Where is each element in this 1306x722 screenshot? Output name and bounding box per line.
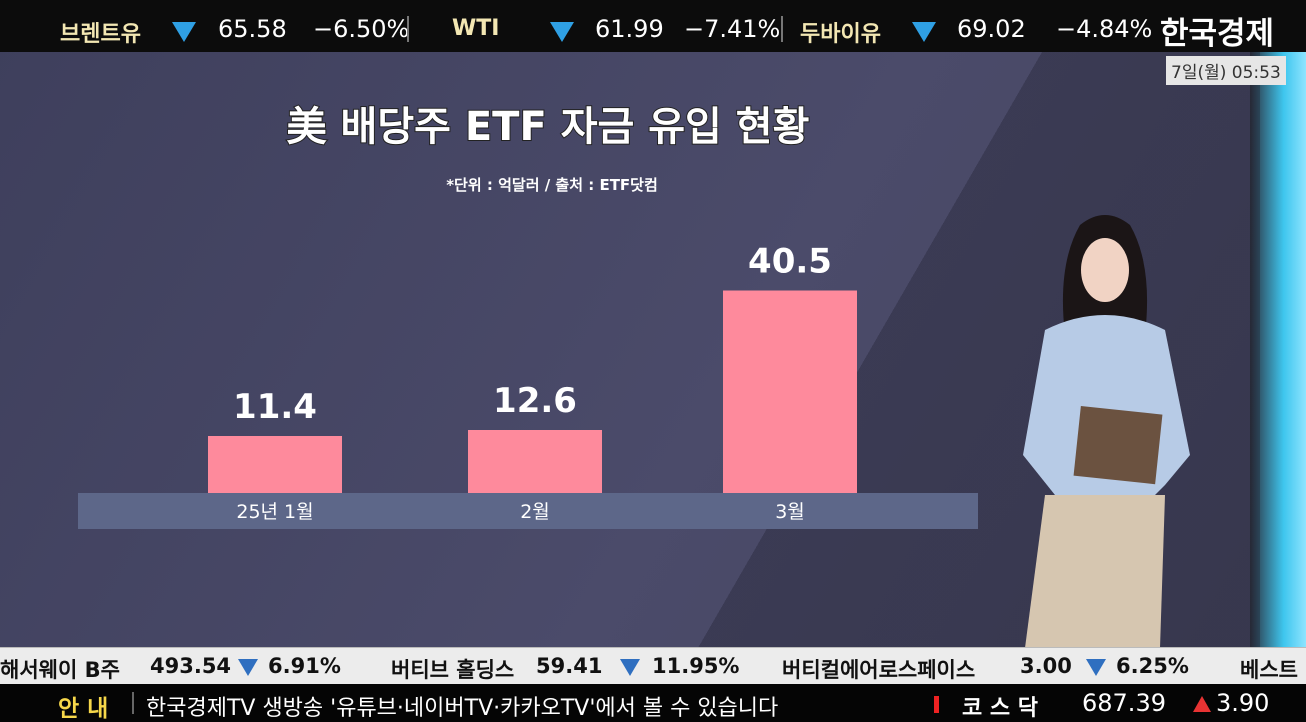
stock-price: 59.41 [536, 654, 603, 678]
down-arrow [620, 659, 640, 676]
notice-label: 안 내 [58, 696, 109, 722]
category-strip [78, 493, 978, 529]
ticker-change: −7.41% [684, 15, 781, 43]
ticker-name: WTI [452, 16, 500, 41]
stock-name: 베스트 [1240, 658, 1298, 682]
index-marker [934, 696, 939, 713]
separator [407, 16, 409, 42]
index-name: 코 스 닥 [962, 696, 1039, 721]
index-change: 3.90 [1216, 689, 1270, 717]
stock-change: 6.91% [268, 654, 341, 678]
top-ticker: 브렌트유 65.58 −6.50% WTI 61.99 −7.41% 두바이유 … [0, 0, 1306, 52]
down-arrow [550, 22, 574, 42]
stock-name: 해서웨이 B주 [0, 658, 120, 682]
value-label: 11.4 [233, 387, 317, 427]
stock-name: 버티브 홀딩스 [391, 658, 515, 682]
ticker-price: 65.58 [218, 15, 287, 43]
separator [781, 16, 783, 42]
separator [132, 692, 134, 714]
datetime: 7일(월) 05:53 [1166, 56, 1286, 85]
bar [723, 290, 857, 493]
bottom-ticker: 해서웨이 B주 493.54 6.91% 버티브 홀딩스 59.41 11.95… [0, 647, 1306, 685]
bar [208, 436, 342, 493]
ticker-price: 61.99 [595, 15, 664, 43]
ticker-name: 브렌트유 [60, 22, 141, 47]
stock-change: 6.25% [1116, 654, 1189, 678]
news-bar: 안 내 한국경제TV 생방송 '유튜브·네이버TV·카카오TV'에서 볼 수 있… [0, 684, 1306, 722]
chart: 美 배당주 ETF 자금 유입 현황 *단위 : 억달러 / 출처 : ETF닷… [78, 103, 978, 529]
category-label: 3월 [775, 501, 805, 523]
ticker-change: −4.84% [1056, 15, 1153, 43]
stock-price: 3.00 [1020, 654, 1072, 678]
studio-screen-edge [1250, 52, 1306, 648]
ticker-price: 69.02 [957, 15, 1026, 43]
chart-title: 美 배당주 ETF 자금 유입 현황 [287, 104, 810, 150]
bar [468, 430, 602, 493]
news-text: 한국경제TV 생방송 '유튜브·네이버TV·카카오TV'에서 볼 수 있습니다 [146, 696, 779, 721]
value-label: 12.6 [493, 381, 577, 421]
up-arrow [1193, 696, 1211, 712]
value-label: 40.5 [748, 242, 832, 282]
chart-subtitle: *단위 : 억달러 / 출처 : ETF닷컴 [446, 176, 658, 194]
down-arrow [912, 22, 936, 42]
index-value: 687.39 [1082, 689, 1166, 717]
category-label: 25년 1월 [236, 501, 313, 523]
category-label: 2월 [520, 501, 550, 523]
ticker-change: −6.50% [313, 15, 410, 43]
presenter [1023, 215, 1190, 648]
ticker-name: 두바이유 [800, 22, 881, 47]
down-arrow [172, 22, 196, 42]
channel-logo: 한국경제 [1160, 16, 1275, 52]
down-arrow [238, 659, 258, 676]
stock-price: 493.54 [150, 654, 232, 678]
down-arrow [1086, 659, 1106, 676]
stock-change: 11.95% [652, 654, 740, 678]
stock-name: 버티컬에어로스페이스 [782, 658, 976, 682]
